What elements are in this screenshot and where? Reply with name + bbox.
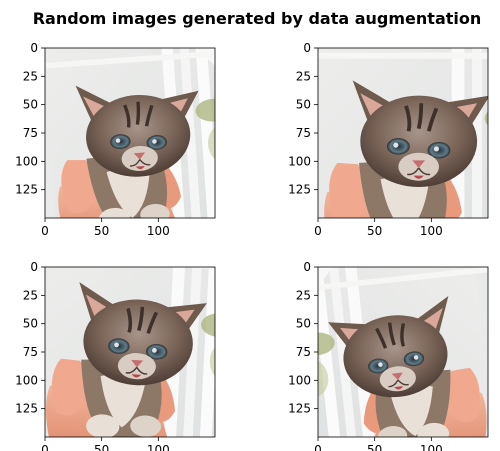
x-tick-label: 50	[94, 224, 109, 238]
image-panel-4: 0 50 100 0 25 50 75 100 125	[288, 260, 489, 451]
image-panel-2: 0 50 100 0 25 50 75 100 125	[288, 41, 489, 238]
y-tick-label: 125	[288, 183, 311, 197]
y-tick-label: 125	[15, 183, 38, 197]
y-tick-label: 0	[30, 41, 38, 55]
y-tick-label: 25	[296, 288, 311, 302]
y-tick-label: 125	[15, 402, 38, 416]
x-tick-label: 100	[147, 443, 170, 451]
y-tick-label: 50	[296, 317, 311, 331]
y-tick-label: 100	[15, 373, 38, 387]
figure-title: Random images generated by data augmenta…	[33, 9, 482, 28]
x-tick-label: 50	[94, 443, 109, 451]
x-tick-label: 100	[420, 224, 443, 238]
y-tick-label: 100	[288, 154, 311, 168]
y-tick-label: 50	[23, 317, 38, 331]
x-tick-label: 50	[367, 443, 382, 451]
y-tick-label: 100	[15, 154, 38, 168]
kitten-image-2	[318, 48, 488, 218]
y-tick-label: 25	[296, 69, 311, 83]
x-tick-label: 0	[41, 443, 49, 451]
y-tick-label: 75	[296, 345, 311, 359]
x-tick-label: 0	[41, 224, 49, 238]
y-tick-label: 50	[296, 98, 311, 112]
y-tick-label: 25	[23, 69, 38, 83]
x-tick-label: 0	[314, 443, 322, 451]
y-tick-label: 25	[23, 288, 38, 302]
x-tick-label: 50	[367, 224, 382, 238]
x-tick-label: 0	[314, 224, 322, 238]
x-tick-label: 100	[420, 443, 443, 451]
x-tick-label: 100	[147, 224, 170, 238]
y-tick-label: 0	[30, 260, 38, 274]
image-panel-1: 0 50 100 0 25 50 75 100 125	[15, 41, 216, 238]
y-tick-label: 125	[288, 402, 311, 416]
image-panel-3: 0 50 100 0 25 50 75 100 125	[15, 260, 216, 451]
y-tick-label: 75	[23, 345, 38, 359]
y-tick-label: 75	[296, 126, 311, 140]
y-tick-label: 0	[303, 260, 311, 274]
y-tick-label: 75	[23, 126, 38, 140]
y-tick-label: 50	[23, 98, 38, 112]
y-tick-label: 0	[303, 41, 311, 55]
y-tick-label: 100	[288, 373, 311, 387]
